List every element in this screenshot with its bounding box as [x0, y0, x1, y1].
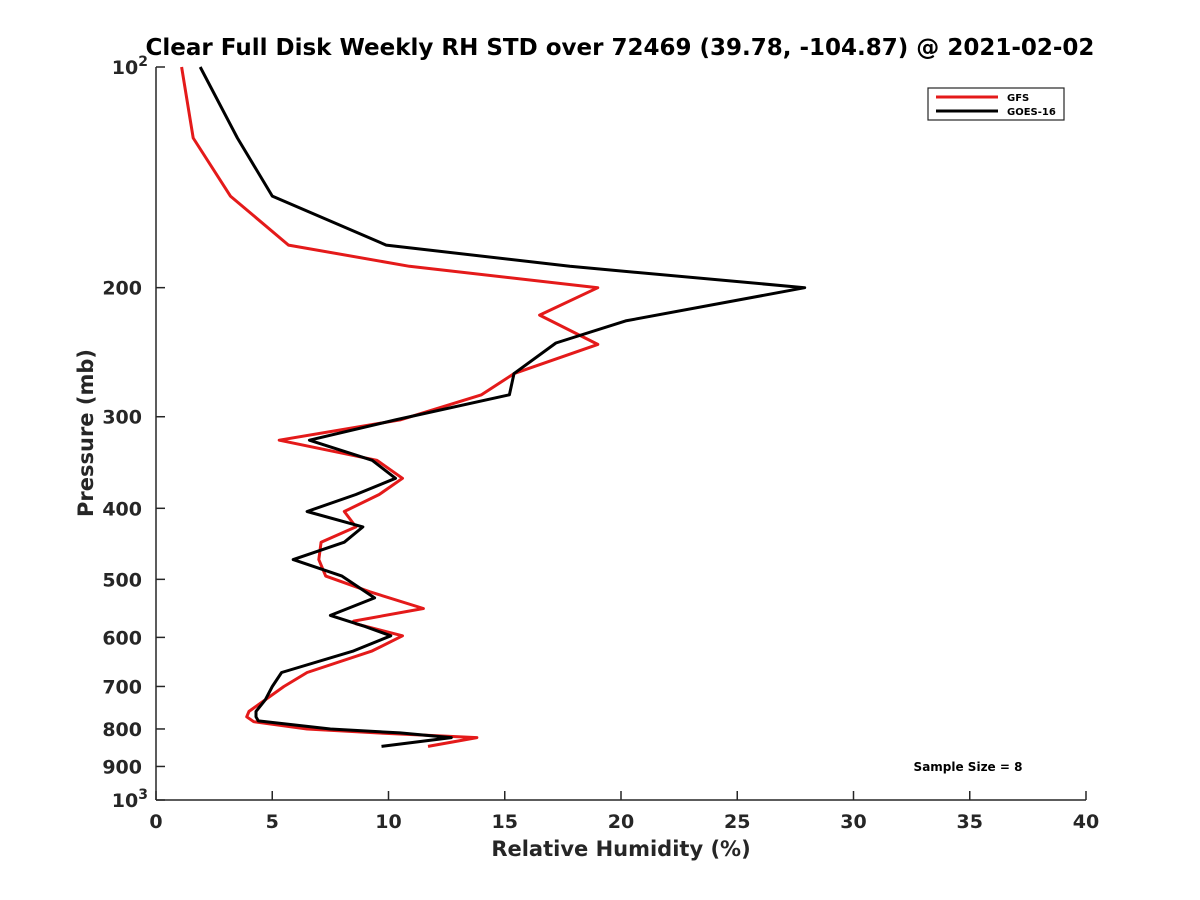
plot-area [156, 67, 1086, 800]
x-tick-label: 0 [149, 811, 162, 833]
legend-label-gfs: GFS [1007, 93, 1029, 104]
y-tick-label: 200 [102, 278, 142, 300]
y-axis-label: Pressure (mb) [74, 349, 98, 517]
x-tick-label: 15 [492, 811, 518, 833]
y-tick-label: 700 [102, 676, 142, 698]
y-tick-label: 400 [102, 498, 142, 520]
y-tick-label: 800 [102, 719, 142, 741]
y-tick-label: 102 [112, 54, 148, 79]
x-tick-label: 40 [1073, 811, 1099, 833]
legend: GFS GOES-16 [927, 87, 1065, 121]
sample-size-annotation: Sample Size = 8 [914, 760, 1023, 774]
x-tick-label: 10 [375, 811, 401, 833]
legend-label-goes16: GOES-16 [1007, 107, 1056, 118]
x-tick-label: 20 [608, 811, 634, 833]
series-line-goes-16 [198, 66, 807, 748]
series-layer [180, 66, 807, 748]
x-tick-label: 25 [724, 811, 750, 833]
y-axis-ticks: 102 200 300 400 500 600 700 800 900 103 [102, 54, 165, 812]
legend-box [927, 87, 1065, 121]
y-tick-label: 300 [102, 407, 142, 429]
chart-title: Clear Full Disk Weekly RH STD over 72469… [146, 35, 1095, 61]
y-tick-label: 103 [112, 787, 148, 812]
x-axis-label: Relative Humidity (%) [491, 837, 750, 861]
y-tick-label: 600 [102, 627, 142, 649]
series-line-gfs [180, 66, 600, 748]
x-tick-label: 35 [957, 811, 983, 833]
x-axis-ticks: 0 5 10 15 20 25 30 35 40 [149, 791, 1099, 833]
y-tick-label: 900 [102, 756, 142, 778]
x-tick-label: 30 [840, 811, 866, 833]
y-tick-label: 500 [102, 569, 142, 591]
x-tick-label: 5 [266, 811, 279, 833]
